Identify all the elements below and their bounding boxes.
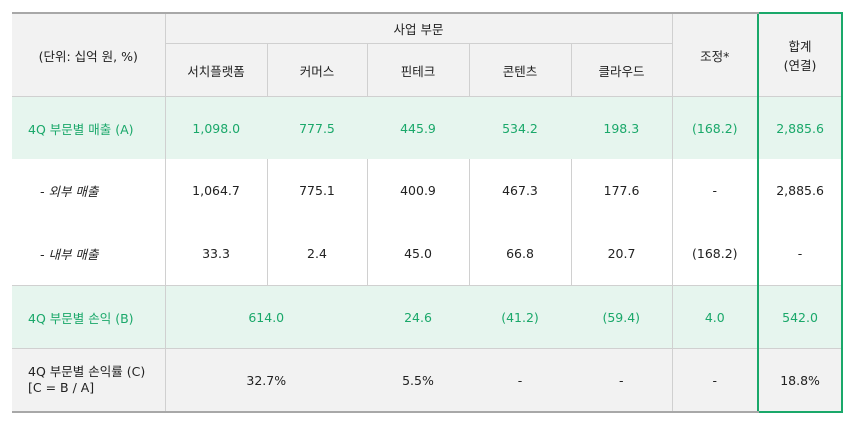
unit-label: (단위: 십억 원, %): [12, 12, 165, 97]
profit-row-label: 4Q 부문별 손익 (B): [12, 285, 165, 349]
internal-total: -: [757, 222, 844, 286]
internal-fintech: 45.0: [366, 222, 469, 286]
internal-cloud: 20.7: [570, 222, 673, 286]
external-search-platform: 1,064.7: [164, 159, 267, 222]
margin-label-line2: [C = B / A]: [28, 380, 95, 395]
profit-fintech: 24.6: [367, 285, 469, 349]
business-segment-header: 사업 부문: [164, 12, 673, 44]
margin-row: 4Q 부문별 손익률 (C) [C = B / A] 32.7% 5.5% - …: [12, 348, 844, 413]
profit-search-commerce: 614.0: [164, 285, 367, 349]
profit-row: 4Q 부문별 손익 (B) 614.0 24.6 (41.2) (59.4) 4…: [12, 285, 844, 349]
internal-contents: 66.8: [468, 222, 571, 286]
revenue-adjustment: (168.2): [671, 96, 759, 159]
revenue-commerce: 777.5: [267, 96, 367, 159]
profit-adjustment: 4.0: [671, 285, 759, 349]
header-row-1: (단위: 십억 원, %) 사업 부문 조정* 합계 (연결): [12, 12, 844, 97]
revenue-cloud: 198.3: [571, 96, 673, 159]
internal-revenue-label: - 내부 매출: [12, 222, 165, 286]
segment-results-table: (단위: 십억 원, %) 사업 부문 조정* 합계 (연결) 서치플랫폼 커머…: [12, 12, 844, 413]
external-commerce: 775.1: [266, 159, 367, 222]
external-total: 2,885.6: [757, 159, 844, 222]
segment-header-search-platform: 서치플랫폼: [164, 43, 267, 97]
margin-contents: -: [469, 348, 571, 413]
margin-fintech: 5.5%: [367, 348, 469, 413]
margin-row-label: 4Q 부문별 손익률 (C) [C = B / A]: [12, 348, 165, 413]
internal-search-platform: 33.3: [164, 222, 267, 286]
profit-contents: (41.2): [469, 285, 571, 349]
segment-header-contents: 콘텐츠: [468, 43, 571, 97]
external-revenue-label: - 외부 매출: [12, 159, 165, 222]
profit-total: 542.0: [757, 285, 844, 349]
margin-adjustment: -: [671, 348, 759, 413]
header-row-2: 서치플랫폼 커머스 핀테크 콘텐츠 클라우드: [12, 43, 842, 97]
internal-revenue-row: - 내부 매출 33.3 2.4 45.0 66.8 20.7 (168.2) …: [12, 222, 844, 286]
margin-total: 18.8%: [757, 348, 844, 413]
external-adjustment: -: [671, 159, 759, 222]
internal-commerce: 2.4: [266, 222, 367, 286]
total-header-line1: 합계: [788, 39, 812, 54]
profit-cloud: (59.4): [571, 285, 673, 349]
internal-adjustment: (168.2): [671, 222, 759, 286]
revenue-search-platform: 1,098.0: [164, 96, 267, 159]
total-header-line2: (연결): [783, 58, 817, 73]
external-revenue-row: - 외부 매출 1,064.7 775.1 400.9 467.3 177.6 …: [12, 159, 844, 222]
revenue-row: 4Q 부문별 매출 (A) 1,098.0 777.5 445.9 534.2 …: [12, 96, 844, 159]
segment-header-commerce: 커머스: [266, 43, 367, 97]
revenue-total: 2,885.6: [757, 96, 844, 159]
adjustment-header: 조정*: [671, 12, 759, 97]
revenue-contents: 534.2: [469, 96, 571, 159]
revenue-row-label: 4Q 부문별 매출 (A): [12, 96, 165, 159]
segment-header-fintech: 핀테크: [366, 43, 469, 97]
segment-header-cloud: 클라우드: [570, 43, 673, 97]
revenue-fintech: 445.9: [367, 96, 469, 159]
margin-cloud: -: [571, 348, 673, 413]
consolidated-total-header: 합계 (연결): [757, 12, 844, 97]
margin-search-commerce: 32.7%: [164, 348, 367, 413]
external-contents: 467.3: [468, 159, 571, 222]
external-fintech: 400.9: [366, 159, 469, 222]
margin-label-line1: 4Q 부문별 손익률 (C): [28, 364, 146, 379]
external-cloud: 177.6: [570, 159, 673, 222]
